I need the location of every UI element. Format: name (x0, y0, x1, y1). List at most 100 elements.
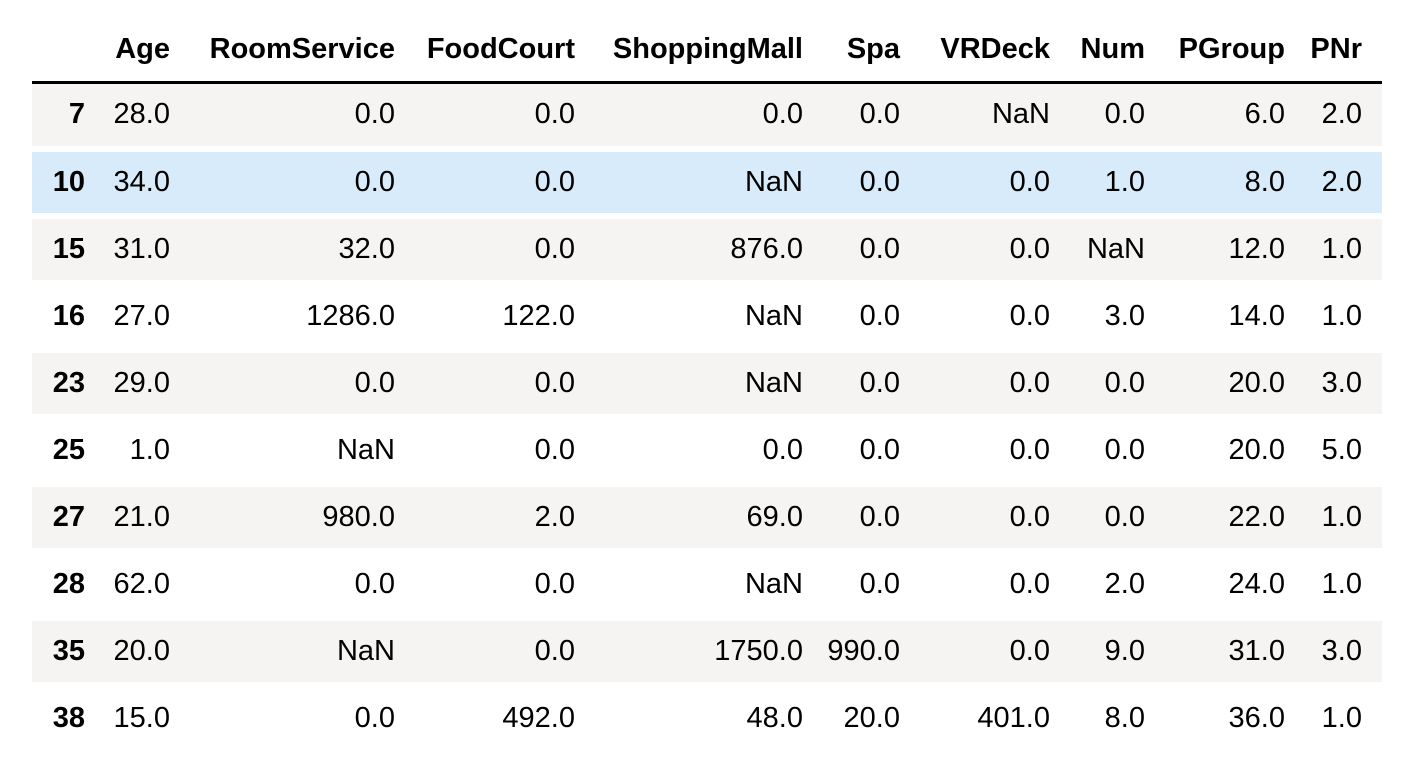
dataframe-output: Age RoomService FoodCourt ShoppingMall Spa VR… (32, 18, 1382, 755)
cell-shoppingmall: NaN (575, 283, 803, 353)
cell-shoppingmall: NaN (575, 149, 803, 219)
table-row-15[interactable]: 15 31.0 32.0 0.0 876.0 0.0 0.0 NaN 12.0 1.0 (32, 216, 1382, 286)
cell-pnr: 1.0 (1285, 484, 1382, 554)
cell-roomservice: NaN (170, 417, 395, 487)
cell-spa: 0.0 (803, 149, 900, 219)
cell-spa: 0.0 (803, 551, 900, 621)
table-row-10[interactable]: 10 34.0 0.0 0.0 NaN 0.0 0.0 1.0 8.0 2.0 (32, 149, 1382, 219)
cell-shoppingmall: NaN (575, 551, 803, 621)
column-header-foodcourt: FoodCourt (395, 18, 575, 84)
cell-age: 28.0 (85, 82, 170, 152)
header-row: Age RoomService FoodCourt ShoppingMall Spa VR… (32, 18, 1382, 84)
cell-shoppingmall: 0.0 (575, 82, 803, 152)
table-header: Age RoomService FoodCourt ShoppingMall Spa VR… (32, 18, 1382, 84)
cell-pnr: 5.0 (1285, 417, 1382, 487)
cell-spa: 0.0 (803, 82, 900, 152)
cell-roomservice: 980.0 (170, 484, 395, 554)
cell-age: 21.0 (85, 484, 170, 554)
cell-age: 27.0 (85, 283, 170, 353)
table-row-27[interactable]: 27 21.0 980.0 2.0 69.0 0.0 0.0 0.0 22.0 1.0 (32, 484, 1382, 554)
column-header-spa: Spa (803, 18, 900, 84)
cell-spa: 0.0 (803, 350, 900, 420)
cell-foodcourt: 0.0 (395, 417, 575, 487)
cell-foodcourt: 0.0 (395, 216, 575, 286)
cell-vrdeck: 401.0 (900, 685, 1050, 755)
cell-vrdeck: 0.0 (900, 216, 1050, 286)
cell-pgroup: 24.0 (1145, 551, 1285, 621)
cell-roomservice: 0.0 (170, 149, 395, 219)
cell-age: 62.0 (85, 551, 170, 621)
column-header-vrdeck: VRDeck (900, 18, 1050, 84)
column-header-num: Num (1050, 18, 1145, 84)
row-index-label: 16 (32, 283, 85, 353)
cell-num: 0.0 (1050, 417, 1145, 487)
cell-pnr: 1.0 (1285, 685, 1382, 755)
cell-num: 0.0 (1050, 82, 1145, 152)
table-row-35[interactable]: 35 20.0 NaN 0.0 1750.0 990.0 0.0 9.0 31.0 3.0 (32, 618, 1382, 688)
column-header-pgroup: PGroup (1145, 18, 1285, 84)
column-header-pnr: PNr (1285, 18, 1382, 84)
cell-foodcourt: 0.0 (395, 149, 575, 219)
cell-shoppingmall: 1750.0 (575, 618, 803, 688)
cell-vrdeck: NaN (900, 82, 1050, 152)
cell-pnr: 3.0 (1285, 618, 1382, 688)
cell-roomservice: 1286.0 (170, 283, 395, 353)
cell-spa: 0.0 (803, 283, 900, 353)
column-header-age: Age (85, 18, 170, 84)
row-index-label: 27 (32, 484, 85, 554)
cell-pgroup: 12.0 (1145, 216, 1285, 286)
cell-roomservice: 0.0 (170, 685, 395, 755)
row-index-label: 35 (32, 618, 85, 688)
cell-num: 2.0 (1050, 551, 1145, 621)
cell-pnr: 2.0 (1285, 149, 1382, 219)
cell-num: 8.0 (1050, 685, 1145, 755)
index-column-header (32, 18, 85, 84)
cell-pgroup: 36.0 (1145, 685, 1285, 755)
cell-vrdeck: 0.0 (900, 484, 1050, 554)
cell-num: 0.0 (1050, 484, 1145, 554)
cell-foodcourt: 0.0 (395, 551, 575, 621)
cell-foodcourt: 0.0 (395, 82, 575, 152)
cell-vrdeck: 0.0 (900, 149, 1050, 219)
cell-num: 9.0 (1050, 618, 1145, 688)
cell-pgroup: 20.0 (1145, 417, 1285, 487)
table-row-25[interactable]: 25 1.0 NaN 0.0 0.0 0.0 0.0 0.0 20.0 5.0 (32, 417, 1382, 487)
cell-vrdeck: 0.0 (900, 551, 1050, 621)
table-body: 7 28.0 0.0 0.0 0.0 0.0 NaN 0.0 6.0 2.0 10 34.0 0.0 0.… (32, 82, 1382, 755)
table-row-16[interactable]: 16 27.0 1286.0 122.0 NaN 0.0 0.0 3.0 14.0 1.0 (32, 283, 1382, 353)
table-row-23[interactable]: 23 29.0 0.0 0.0 NaN 0.0 0.0 0.0 20.0 3.0 (32, 350, 1382, 420)
table-row-38[interactable]: 38 15.0 0.0 492.0 48.0 20.0 401.0 8.0 36.0 1.0 (32, 685, 1382, 755)
cell-spa: 0.0 (803, 484, 900, 554)
cell-pgroup: 8.0 (1145, 149, 1285, 219)
column-header-roomservice: RoomService (170, 18, 395, 84)
cell-roomservice: 0.0 (170, 551, 395, 621)
cell-pnr: 2.0 (1285, 82, 1382, 152)
cell-foodcourt: 2.0 (395, 484, 575, 554)
cell-pgroup: 20.0 (1145, 350, 1285, 420)
cell-vrdeck: 0.0 (900, 283, 1050, 353)
cell-roomservice: 0.0 (170, 350, 395, 420)
cell-foodcourt: 0.0 (395, 350, 575, 420)
cell-age: 20.0 (85, 618, 170, 688)
cell-pgroup: 14.0 (1145, 283, 1285, 353)
cell-spa: 0.0 (803, 216, 900, 286)
row-index-label: 7 (32, 82, 85, 152)
cell-shoppingmall: 0.0 (575, 417, 803, 487)
cell-spa: 20.0 (803, 685, 900, 755)
cell-vrdeck: 0.0 (900, 417, 1050, 487)
row-index-label: 23 (32, 350, 85, 420)
cell-num: 1.0 (1050, 149, 1145, 219)
cell-vrdeck: 0.0 (900, 350, 1050, 420)
cell-pgroup: 31.0 (1145, 618, 1285, 688)
cell-age: 34.0 (85, 149, 170, 219)
cell-pgroup: 22.0 (1145, 484, 1285, 554)
cell-vrdeck: 0.0 (900, 618, 1050, 688)
table-row-7[interactable]: 7 28.0 0.0 0.0 0.0 0.0 NaN 0.0 6.0 2.0 (32, 82, 1382, 152)
table-row-28[interactable]: 28 62.0 0.0 0.0 NaN 0.0 0.0 2.0 24.0 1.0 (32, 551, 1382, 621)
dataframe-table: Age RoomService FoodCourt ShoppingMall Spa VR… (32, 18, 1382, 755)
cell-pnr: 1.0 (1285, 216, 1382, 286)
cell-foodcourt: 0.0 (395, 618, 575, 688)
row-index-label: 10 (32, 149, 85, 219)
cell-shoppingmall: 876.0 (575, 216, 803, 286)
row-index-label: 25 (32, 417, 85, 487)
